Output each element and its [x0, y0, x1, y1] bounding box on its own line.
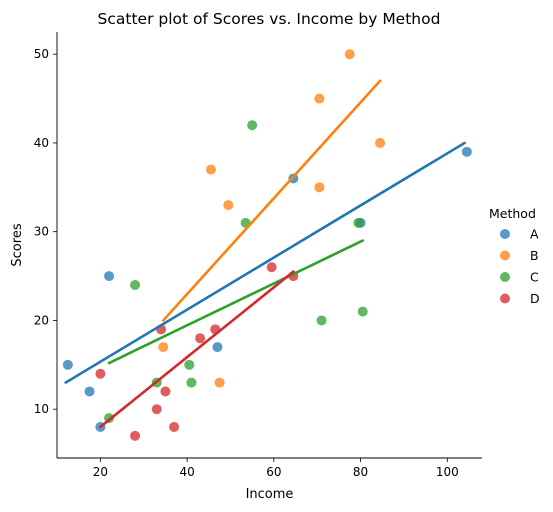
point-B-1	[206, 165, 216, 175]
point-C-9	[358, 307, 368, 317]
plot-area	[63, 49, 472, 441]
y-axis-label: Scores	[10, 223, 25, 266]
point-B-0	[158, 342, 168, 352]
point-B-6	[345, 49, 355, 59]
point-B-7	[375, 138, 385, 148]
point-D-0	[95, 369, 105, 379]
legend-label-C: C	[530, 270, 539, 285]
point-D-4	[160, 386, 170, 396]
legend-marker-B	[500, 251, 510, 261]
point-C-8	[353, 218, 363, 228]
legend-marker-C	[500, 272, 510, 282]
fit-line-D	[100, 272, 293, 427]
x-tick-label-40: 40	[179, 465, 194, 479]
y-tick-label-40: 40	[34, 136, 49, 150]
y-tick-label-30: 30	[34, 225, 49, 239]
point-A-3	[104, 271, 114, 281]
point-C-7	[317, 315, 327, 325]
x-tick-label-80: 80	[353, 465, 368, 479]
point-A-0	[63, 360, 73, 370]
x-tick-label-100: 100	[436, 465, 459, 479]
point-B-5	[314, 94, 324, 104]
legend-label-A: A	[530, 227, 539, 242]
point-A-1	[85, 386, 95, 396]
legend-label-D: D	[530, 291, 540, 306]
point-C-3	[184, 360, 194, 370]
x-tick-label-60: 60	[266, 465, 281, 479]
fit-line-A	[66, 143, 465, 383]
point-D-8	[267, 262, 277, 272]
fit-line-C	[109, 241, 363, 363]
chart-title: Scatter plot of Scores vs. Income by Met…	[98, 10, 441, 28]
y-tick-label-10: 10	[34, 402, 49, 416]
point-C-4	[186, 378, 196, 388]
point-B-4	[314, 182, 324, 192]
x-axis-ticks: 20 40 60 80 100	[93, 458, 459, 479]
point-C-1	[130, 280, 140, 290]
x-tick-label-20: 20	[93, 465, 108, 479]
point-B-3	[223, 200, 233, 210]
point-B-2	[215, 378, 225, 388]
series-A	[63, 147, 472, 432]
y-axis-ticks: 10 20 30 40 50	[34, 47, 57, 416]
legend-marker-A	[500, 229, 510, 239]
x-axis-label: Income	[246, 487, 294, 502]
series-C	[104, 120, 368, 423]
legend-label-B: B	[530, 248, 539, 263]
point-C-6	[247, 120, 257, 130]
point-A-7	[462, 147, 472, 157]
series-B	[158, 49, 385, 387]
series-D	[95, 262, 298, 441]
point-D-5	[169, 422, 179, 432]
point-D-2	[152, 404, 162, 414]
point-D-1	[130, 431, 140, 441]
point-D-6	[195, 333, 205, 343]
legend-title: Method	[489, 206, 536, 221]
y-tick-label-20: 20	[34, 313, 49, 327]
legend-marker-D	[500, 294, 510, 304]
point-A-4	[212, 342, 222, 352]
y-tick-label-50: 50	[34, 47, 49, 61]
